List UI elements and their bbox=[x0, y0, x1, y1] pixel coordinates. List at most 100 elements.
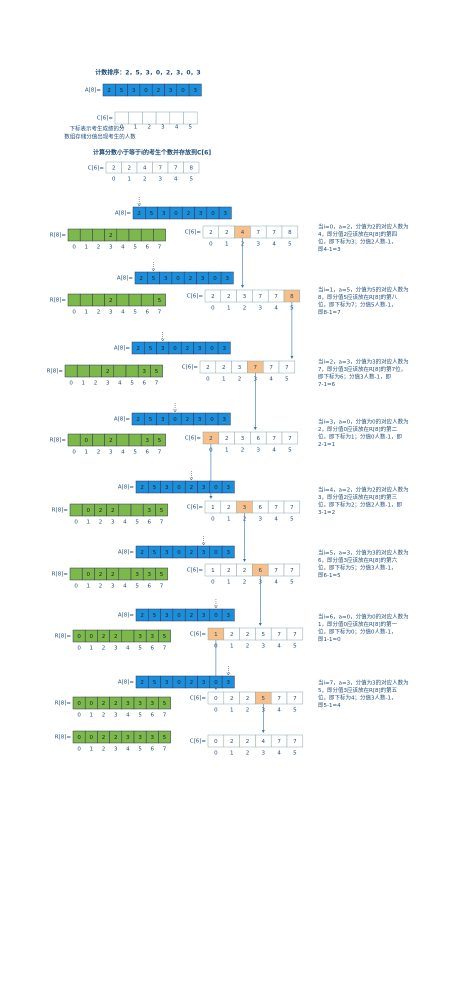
index-label: 7 bbox=[160, 584, 164, 590]
cell-value: 0 bbox=[181, 88, 185, 94]
index-label: 4 bbox=[274, 517, 278, 523]
cell-value: 0 bbox=[90, 701, 94, 707]
cell-value: 5 bbox=[262, 696, 266, 702]
cell-value: 3 bbox=[165, 613, 169, 619]
cell-value: 0 bbox=[87, 508, 91, 514]
cell-value: 3 bbox=[161, 346, 165, 352]
index-label: 4 bbox=[174, 177, 178, 183]
explanation: 位，即下标为0；分值0人数-1， bbox=[318, 628, 396, 636]
cell-value: 0 bbox=[144, 88, 148, 94]
cell-value: 2 bbox=[107, 88, 111, 94]
cell-value: 5 bbox=[149, 346, 153, 352]
index-label: 6 bbox=[148, 520, 152, 526]
index-label: 6 bbox=[146, 310, 150, 316]
cell-value: 1 bbox=[211, 568, 215, 574]
index-label: 4 bbox=[121, 310, 125, 316]
cell-value: 2 bbox=[222, 365, 226, 371]
cell-value: 2 bbox=[225, 230, 229, 236]
index-label: 2 bbox=[102, 747, 106, 753]
index-label: 4 bbox=[126, 713, 130, 719]
array-label: C[6]= bbox=[97, 116, 114, 122]
index-label: 4 bbox=[277, 751, 281, 757]
cell-value: 2 bbox=[109, 298, 113, 304]
index-label: 0 bbox=[214, 708, 218, 714]
explanation: 当i=3，a=0，分值为0的对应人数为 bbox=[318, 418, 409, 426]
explanation: 即1-1=0 bbox=[318, 636, 341, 643]
cell bbox=[221, 608, 235, 622]
index-label: 1 bbox=[87, 584, 91, 590]
index-label: 0 bbox=[72, 310, 76, 316]
cell-value: 5 bbox=[150, 211, 154, 217]
cell-value: 3 bbox=[226, 276, 230, 282]
cell bbox=[221, 480, 235, 494]
cell bbox=[278, 360, 296, 374]
cell bbox=[153, 293, 166, 307]
index-label: 2 bbox=[97, 310, 101, 316]
index-label: 1 bbox=[227, 517, 231, 523]
cell-value: 7 bbox=[277, 632, 281, 638]
cell-value: 4 bbox=[143, 166, 147, 172]
connector-head bbox=[261, 730, 265, 733]
cell bbox=[142, 111, 157, 125]
cell-value: 2 bbox=[99, 572, 103, 578]
title: 计数排序：2，5，3，0，2，3，0，3 bbox=[95, 69, 200, 77]
index-label: 7 bbox=[163, 646, 167, 652]
index-label: 3 bbox=[109, 310, 113, 316]
cell-value: 2 bbox=[230, 632, 234, 638]
array-label: R[8]= bbox=[55, 634, 72, 640]
index-label: 0 bbox=[74, 584, 78, 590]
cell-value: 7 bbox=[159, 166, 163, 172]
cell bbox=[183, 111, 198, 125]
index-label: 4 bbox=[272, 448, 276, 454]
index-label: 4 bbox=[126, 646, 130, 652]
cell-value: 2 bbox=[114, 701, 118, 707]
cell-value: 3 bbox=[202, 550, 206, 556]
index-label: 6 bbox=[146, 245, 150, 251]
cell-value: 3 bbox=[135, 572, 139, 578]
cell-value: 3 bbox=[161, 417, 165, 423]
cell-value: 3 bbox=[238, 365, 242, 371]
index-label: 6 bbox=[146, 450, 150, 456]
subtitle: 计算分数小于等于i的考生个数并存放到C[6] bbox=[93, 149, 211, 157]
cell-value: 7 bbox=[277, 739, 281, 745]
cell-value: 3 bbox=[138, 634, 142, 640]
cell-value: 2 bbox=[187, 211, 191, 217]
cell-value: 7 bbox=[269, 365, 273, 371]
cell-value: 0 bbox=[77, 634, 81, 640]
index-label: 7 bbox=[160, 520, 164, 526]
index-label: 0 bbox=[206, 377, 210, 383]
index-label: 6 bbox=[151, 713, 155, 719]
cell-value: 7 bbox=[290, 568, 294, 574]
cell-value: 3 bbox=[164, 276, 168, 282]
index-label: 5 bbox=[285, 377, 289, 383]
cell-value: 7 bbox=[285, 365, 289, 371]
cell-value: 8 bbox=[290, 294, 294, 300]
array-label: C[6]= bbox=[190, 739, 207, 745]
array-label: A[8]= bbox=[114, 346, 131, 352]
cell bbox=[286, 691, 304, 705]
cell bbox=[92, 228, 105, 242]
cell-value: 2 bbox=[246, 739, 250, 745]
cell-value: 3 bbox=[138, 735, 142, 741]
cell bbox=[89, 364, 102, 378]
index-label: 6 bbox=[151, 646, 155, 652]
cell-value: 3 bbox=[132, 88, 136, 94]
cell-value: 1 bbox=[211, 505, 215, 511]
pointer-head bbox=[173, 409, 177, 413]
cell-value: 0 bbox=[77, 701, 81, 707]
index-label: 4 bbox=[123, 584, 127, 590]
cell-value: 4 bbox=[241, 230, 245, 236]
cell bbox=[76, 364, 90, 378]
cell-value: 3 bbox=[202, 680, 206, 686]
pointer-head bbox=[226, 672, 230, 676]
index-label: 4 bbox=[272, 242, 276, 248]
cell bbox=[188, 83, 202, 97]
array-label: C[6]= bbox=[187, 294, 204, 300]
cell bbox=[116, 293, 130, 307]
cell-value: 7 bbox=[272, 230, 276, 236]
cell-value: 5 bbox=[153, 485, 157, 491]
array-label: C[6]= bbox=[190, 632, 207, 638]
cell bbox=[140, 228, 154, 242]
index-label: 2 bbox=[238, 377, 242, 383]
